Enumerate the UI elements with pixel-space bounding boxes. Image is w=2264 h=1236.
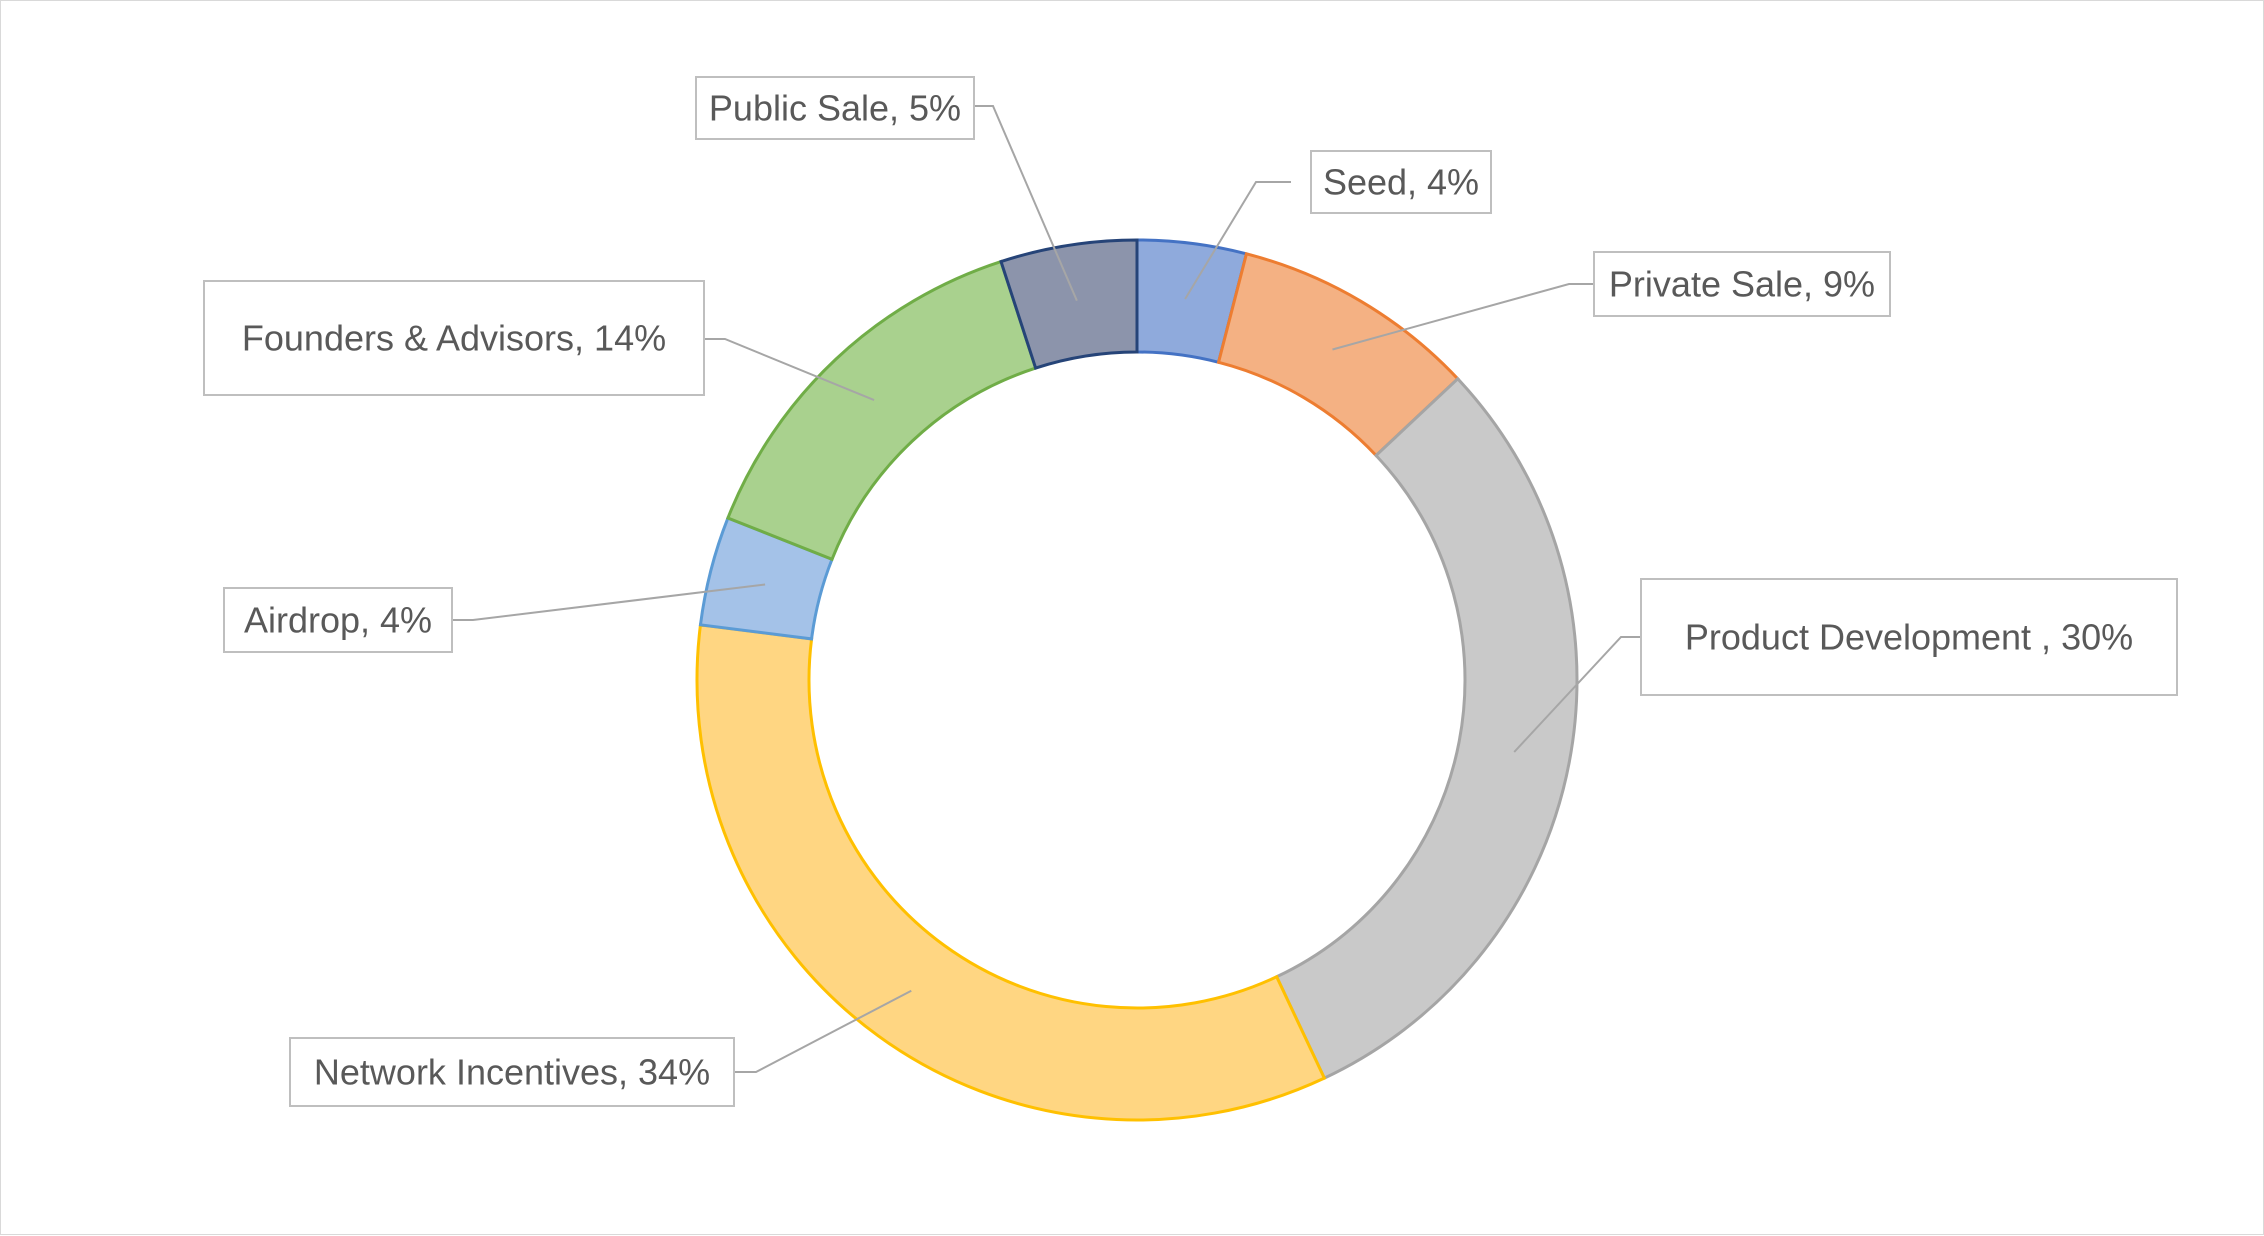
data-label-network-incentives: Network Incentives, 34% bbox=[314, 1052, 710, 1093]
data-label-airdrop: Airdrop, 4% bbox=[244, 600, 432, 641]
leader-line-product-development bbox=[1513, 636, 1641, 753]
data-label-box-airdrop bbox=[223, 587, 453, 653]
data-labels-layer: Seed, 4% Private Sale, 9% Product Developm… bbox=[203, 76, 2178, 1107]
leader-line-network-incentives bbox=[734, 989, 912, 1073]
leader-line-airdrop bbox=[452, 583, 766, 621]
data-label-box-seed bbox=[1310, 150, 1492, 214]
data-label-box-private-sale bbox=[1593, 251, 1891, 317]
slice-network-incentives bbox=[695, 623, 1327, 1122]
data-label-box-network-incentives bbox=[289, 1037, 735, 1107]
data-label-box-product-development bbox=[1640, 578, 2178, 696]
slices-layer bbox=[695, 238, 1579, 1122]
data-label-public-sale: Public Sale, 5% bbox=[709, 88, 961, 129]
slice-founders-and-advisors bbox=[725, 259, 1038, 562]
leader-line-seed bbox=[1184, 181, 1291, 300]
data-label-founders-and-advisors: Founders & Advisors, 14% bbox=[242, 318, 666, 359]
leader-lines-layer bbox=[452, 105, 1641, 1073]
slice-product-development bbox=[1274, 376, 1579, 1081]
data-label-private-sale: Private Sale, 9% bbox=[1609, 264, 1875, 305]
leader-line-private-sale bbox=[1332, 283, 1594, 351]
data-label-box-founders-and-advisors bbox=[203, 280, 705, 396]
leader-line-public-sale bbox=[974, 105, 1078, 302]
data-label-seed: Seed, 4% bbox=[1323, 162, 1479, 203]
leader-line-founders-and-advisors bbox=[704, 338, 875, 402]
data-label-box-public-sale bbox=[695, 76, 975, 140]
data-label-product-development: Product Development , 30% bbox=[1685, 617, 2133, 658]
slice-public-sale bbox=[999, 238, 1139, 370]
